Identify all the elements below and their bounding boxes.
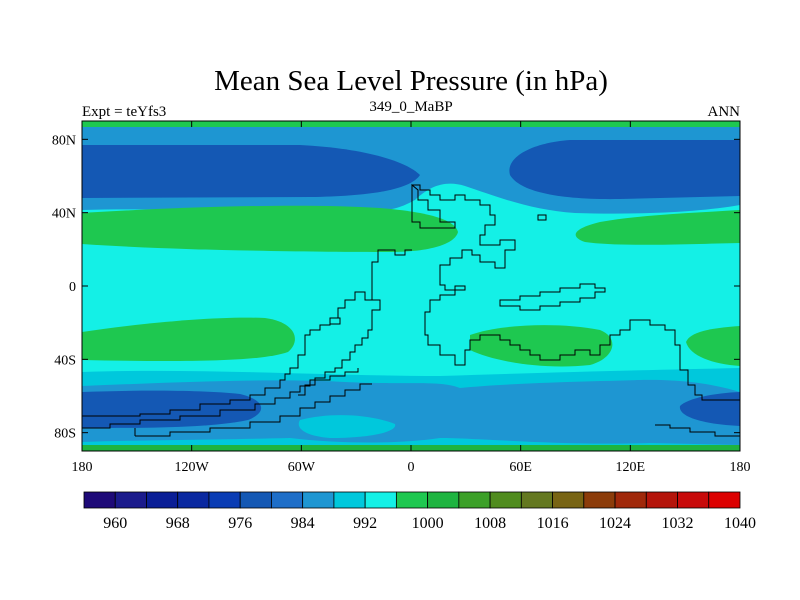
colorbar-swatch — [458, 491, 491, 509]
lon-tick-label: 120W — [175, 460, 210, 475]
colorbar-swatch — [552, 491, 585, 509]
coastlines — [82, 183, 740, 437]
colorbar-swatch — [614, 491, 647, 509]
north-low-deep-east — [509, 140, 740, 200]
colorbar: 960 968 976 984 992 1000 1008 1016 1024 1032 1040 — [83, 491, 756, 532]
coastline-small-island — [537, 214, 547, 221]
colorbar-swatch — [208, 491, 241, 509]
left-label: Expt = teYfs3 — [82, 104, 166, 120]
lon-tick-label: 180 — [730, 460, 751, 475]
colorbar-label: 976 — [228, 515, 252, 532]
south-high-west — [82, 317, 295, 362]
north-high-west — [82, 205, 458, 252]
right-label: ANN — [708, 104, 741, 120]
colorbar-swatch — [146, 491, 179, 509]
colorbar-swatch — [177, 491, 210, 509]
colorbar-swatch — [708, 491, 741, 509]
north-high-east — [575, 210, 740, 245]
lon-tick-label: 180 — [72, 460, 93, 475]
colorbar-swatch — [364, 491, 397, 509]
lon-tick-label: 120E — [616, 460, 646, 475]
plot-title: Mean Sea Level Pressure (in hPa) — [214, 65, 608, 97]
north-low-deep-west — [82, 145, 420, 198]
lat-tick-label: 80N — [52, 133, 76, 148]
colorbar-swatch — [395, 491, 429, 509]
colorbar-swatch — [645, 491, 678, 509]
colorbar-label: 960 — [103, 515, 127, 532]
colorbar-label: 1024 — [599, 515, 631, 532]
colorbar-swatch — [302, 491, 335, 509]
coastline-southwest-strip-2 — [135, 383, 372, 437]
colorbar-label: 992 — [353, 515, 377, 532]
longitude-axis: 180 120W 60W 0 60E 120E 180 — [72, 121, 751, 475]
coastline-north-continent — [412, 184, 740, 401]
colorbar-swatch — [239, 491, 272, 509]
coastline-north-inlet — [411, 183, 456, 229]
colorbar-swatch — [114, 491, 147, 509]
lon-tick-label: 60E — [509, 460, 532, 475]
latitude-axis: 80N 40N 0 40S 80S — [52, 133, 740, 442]
south-high-east — [686, 326, 740, 366]
lat-tick-label: 40N — [52, 207, 76, 222]
colorbar-label: 968 — [166, 515, 190, 532]
south-high-mid — [470, 325, 613, 367]
pressure-field — [82, 121, 740, 451]
south-light-patch — [298, 415, 396, 438]
colorbar-swatch — [583, 491, 616, 509]
colorbar-label: 984 — [291, 515, 315, 532]
coastline-southeast-strip — [655, 424, 740, 437]
colorbar-label: 1000 — [412, 515, 444, 532]
lat-tick-label: 0 — [69, 280, 76, 295]
colorbar-swatch — [677, 491, 710, 509]
colorbar-label: 1032 — [662, 515, 694, 532]
lat-tick-label: 40S — [54, 353, 76, 368]
colorbar-label: 1016 — [537, 515, 569, 532]
colorbar-swatch — [83, 491, 116, 509]
colorbar-swatch — [489, 491, 522, 509]
coastline-west-inner — [298, 299, 381, 396]
colorbar-swatch — [520, 491, 553, 509]
coastline-southwest-strip — [82, 368, 359, 429]
lon-tick-label: 0 — [408, 460, 415, 475]
colorbar-swatch — [333, 491, 366, 509]
colorbar-label: 1040 — [724, 515, 756, 532]
south-low-deep-west — [82, 390, 262, 428]
coastline-small-island-2 — [329, 317, 341, 325]
center-label: 349_0_MaBP — [369, 99, 452, 115]
colorbar-swatch — [427, 491, 460, 509]
coastline-east-island — [499, 283, 606, 311]
lon-tick-label: 60W — [288, 460, 316, 475]
lat-tick-label: 80S — [54, 427, 76, 442]
colorbar-label: 1008 — [474, 515, 506, 532]
coastline-west-continent — [82, 249, 412, 417]
colorbar-swatch — [271, 491, 304, 509]
